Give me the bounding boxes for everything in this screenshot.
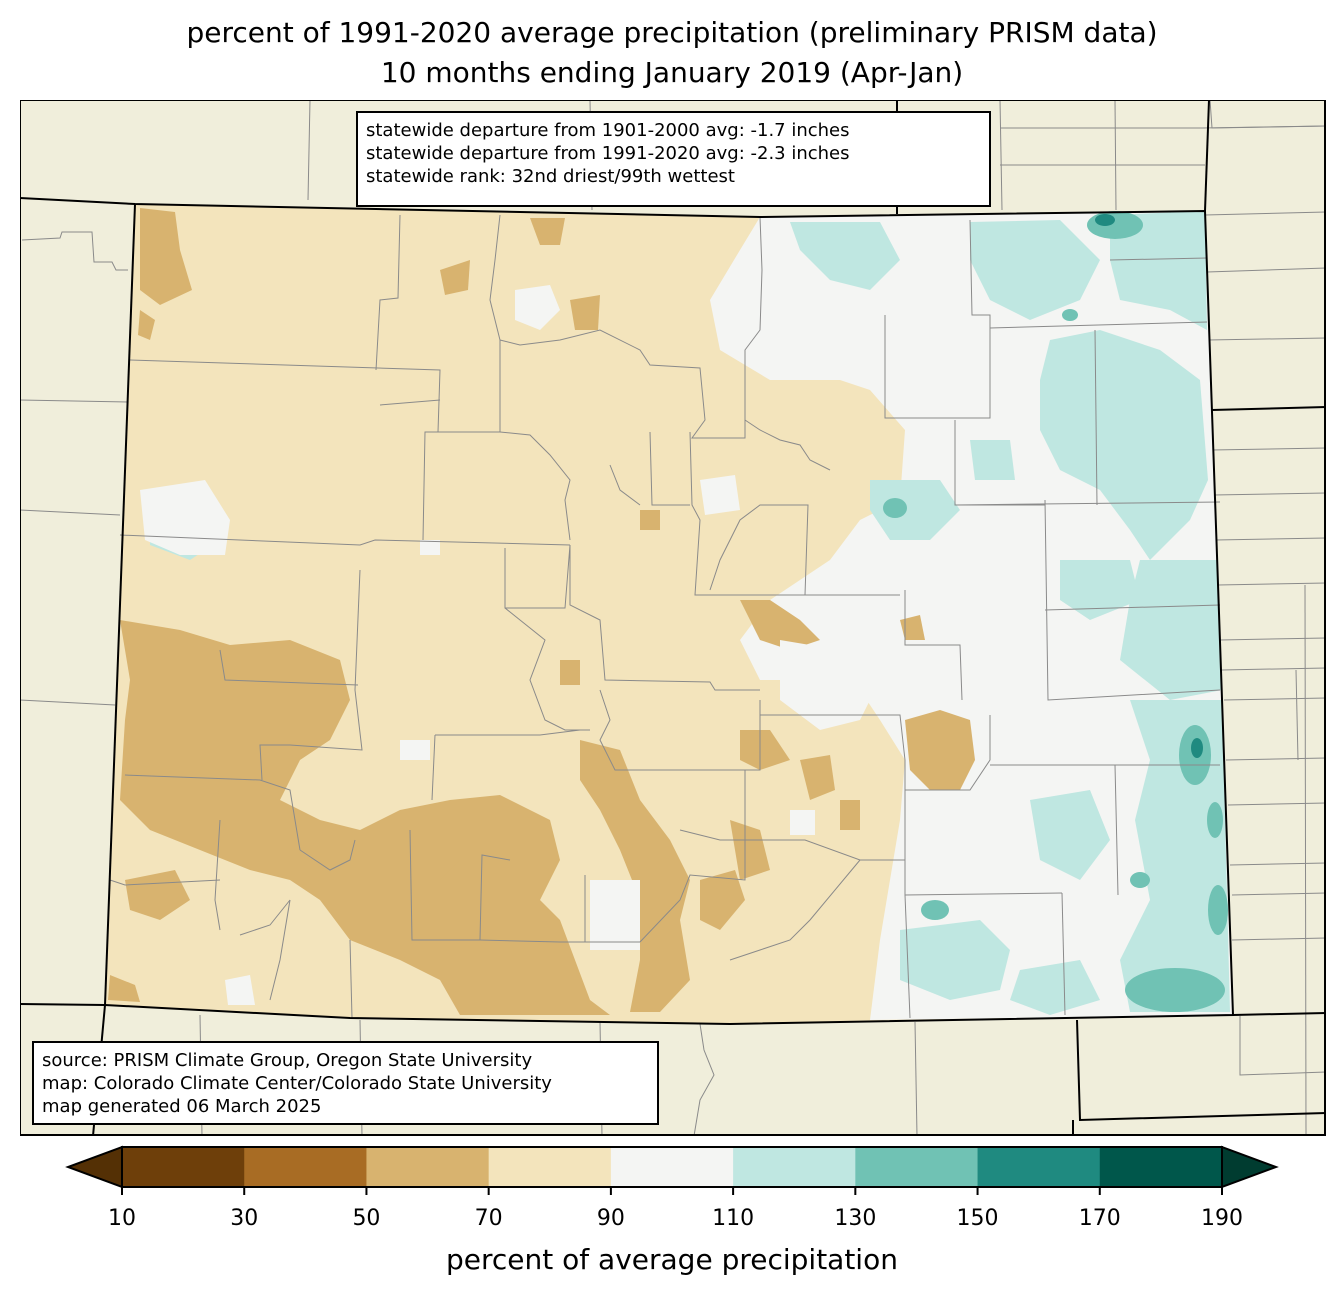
map-subtitle: 10 months ending January 2019 (Apr-Jan): [380, 56, 964, 89]
statewide-stats-box: statewide departure from 1901-2000 avg: …: [356, 111, 991, 207]
colorbar-tick-label: 10: [108, 1206, 136, 1231]
state-boundaries: [20, 100, 1326, 1136]
near-normal-islands: [140, 285, 880, 1005]
colorbar: [65, 1145, 1279, 1195]
source-line-generated: map generated 06 March 2025: [42, 1096, 322, 1117]
source-line-map: map: Colorado Climate Center/Colorado St…: [42, 1073, 552, 1094]
colorbar-under-arrow: [65, 1145, 123, 1189]
colorbar-tick-label: 150: [956, 1206, 999, 1231]
neighbor-county-lines: [20, 100, 1326, 1136]
colorbar-segment: [488, 1147, 612, 1187]
colorbar-label: percent of average precipitation: [446, 1243, 898, 1276]
source-line-prism: source: PRISM Climate Group, Oregon Stat…: [42, 1050, 533, 1071]
county-lines: [109, 214, 1221, 1019]
colorbar-tick-marks: [121, 1187, 1223, 1195]
colorbar-tick-label: 110: [712, 1206, 755, 1231]
colorbar-segment: [855, 1147, 979, 1187]
colorbar-tick-label: 170: [1078, 1206, 1121, 1231]
colorbar-tick-label: 190: [1201, 1206, 1243, 1231]
colorbar-tick-label: 70: [474, 1206, 503, 1231]
colorbar-segment: [244, 1147, 367, 1187]
colorbar-tick-label: 130: [834, 1206, 877, 1231]
colorbar-segment: [977, 1147, 1101, 1187]
colorbar-outline: [121, 1146, 1223, 1188]
colorbar-segment: [733, 1147, 856, 1187]
colorbar-segment: [610, 1147, 734, 1187]
map-frame: [20, 100, 1326, 1136]
stats-line-1991-2020: statewide departure from 1991-2020 avg: …: [366, 143, 850, 164]
map-title: percent of 1991-2020 average precipitati…: [186, 16, 1158, 49]
colorbar-tick-label: 90: [596, 1206, 625, 1231]
source-box: source: PRISM Climate Group, Oregon Stat…: [32, 1041, 659, 1125]
colorbar-segment: [122, 1147, 245, 1187]
colorbar-segment: [1099, 1147, 1223, 1187]
dry-50-70-regions: [108, 208, 975, 1015]
stats-line-rank: statewide rank: 32nd driest/99th wettest: [366, 166, 735, 187]
wet-130-150-regions: [883, 211, 1228, 1012]
stats-line-1901-2000: statewide departure from 1901-2000 avg: …: [366, 120, 850, 141]
colorbar-tick-label: 50: [352, 1206, 381, 1231]
colorbar-tick-label: 30: [230, 1206, 259, 1231]
wet-150-170-regions: [1095, 214, 1203, 758]
precipitation-map: [20, 100, 1326, 1136]
colorbar-segments: [122, 1147, 1223, 1187]
colorbar-segment: [366, 1147, 490, 1187]
colorbar-over-arrow: [1221, 1145, 1279, 1189]
